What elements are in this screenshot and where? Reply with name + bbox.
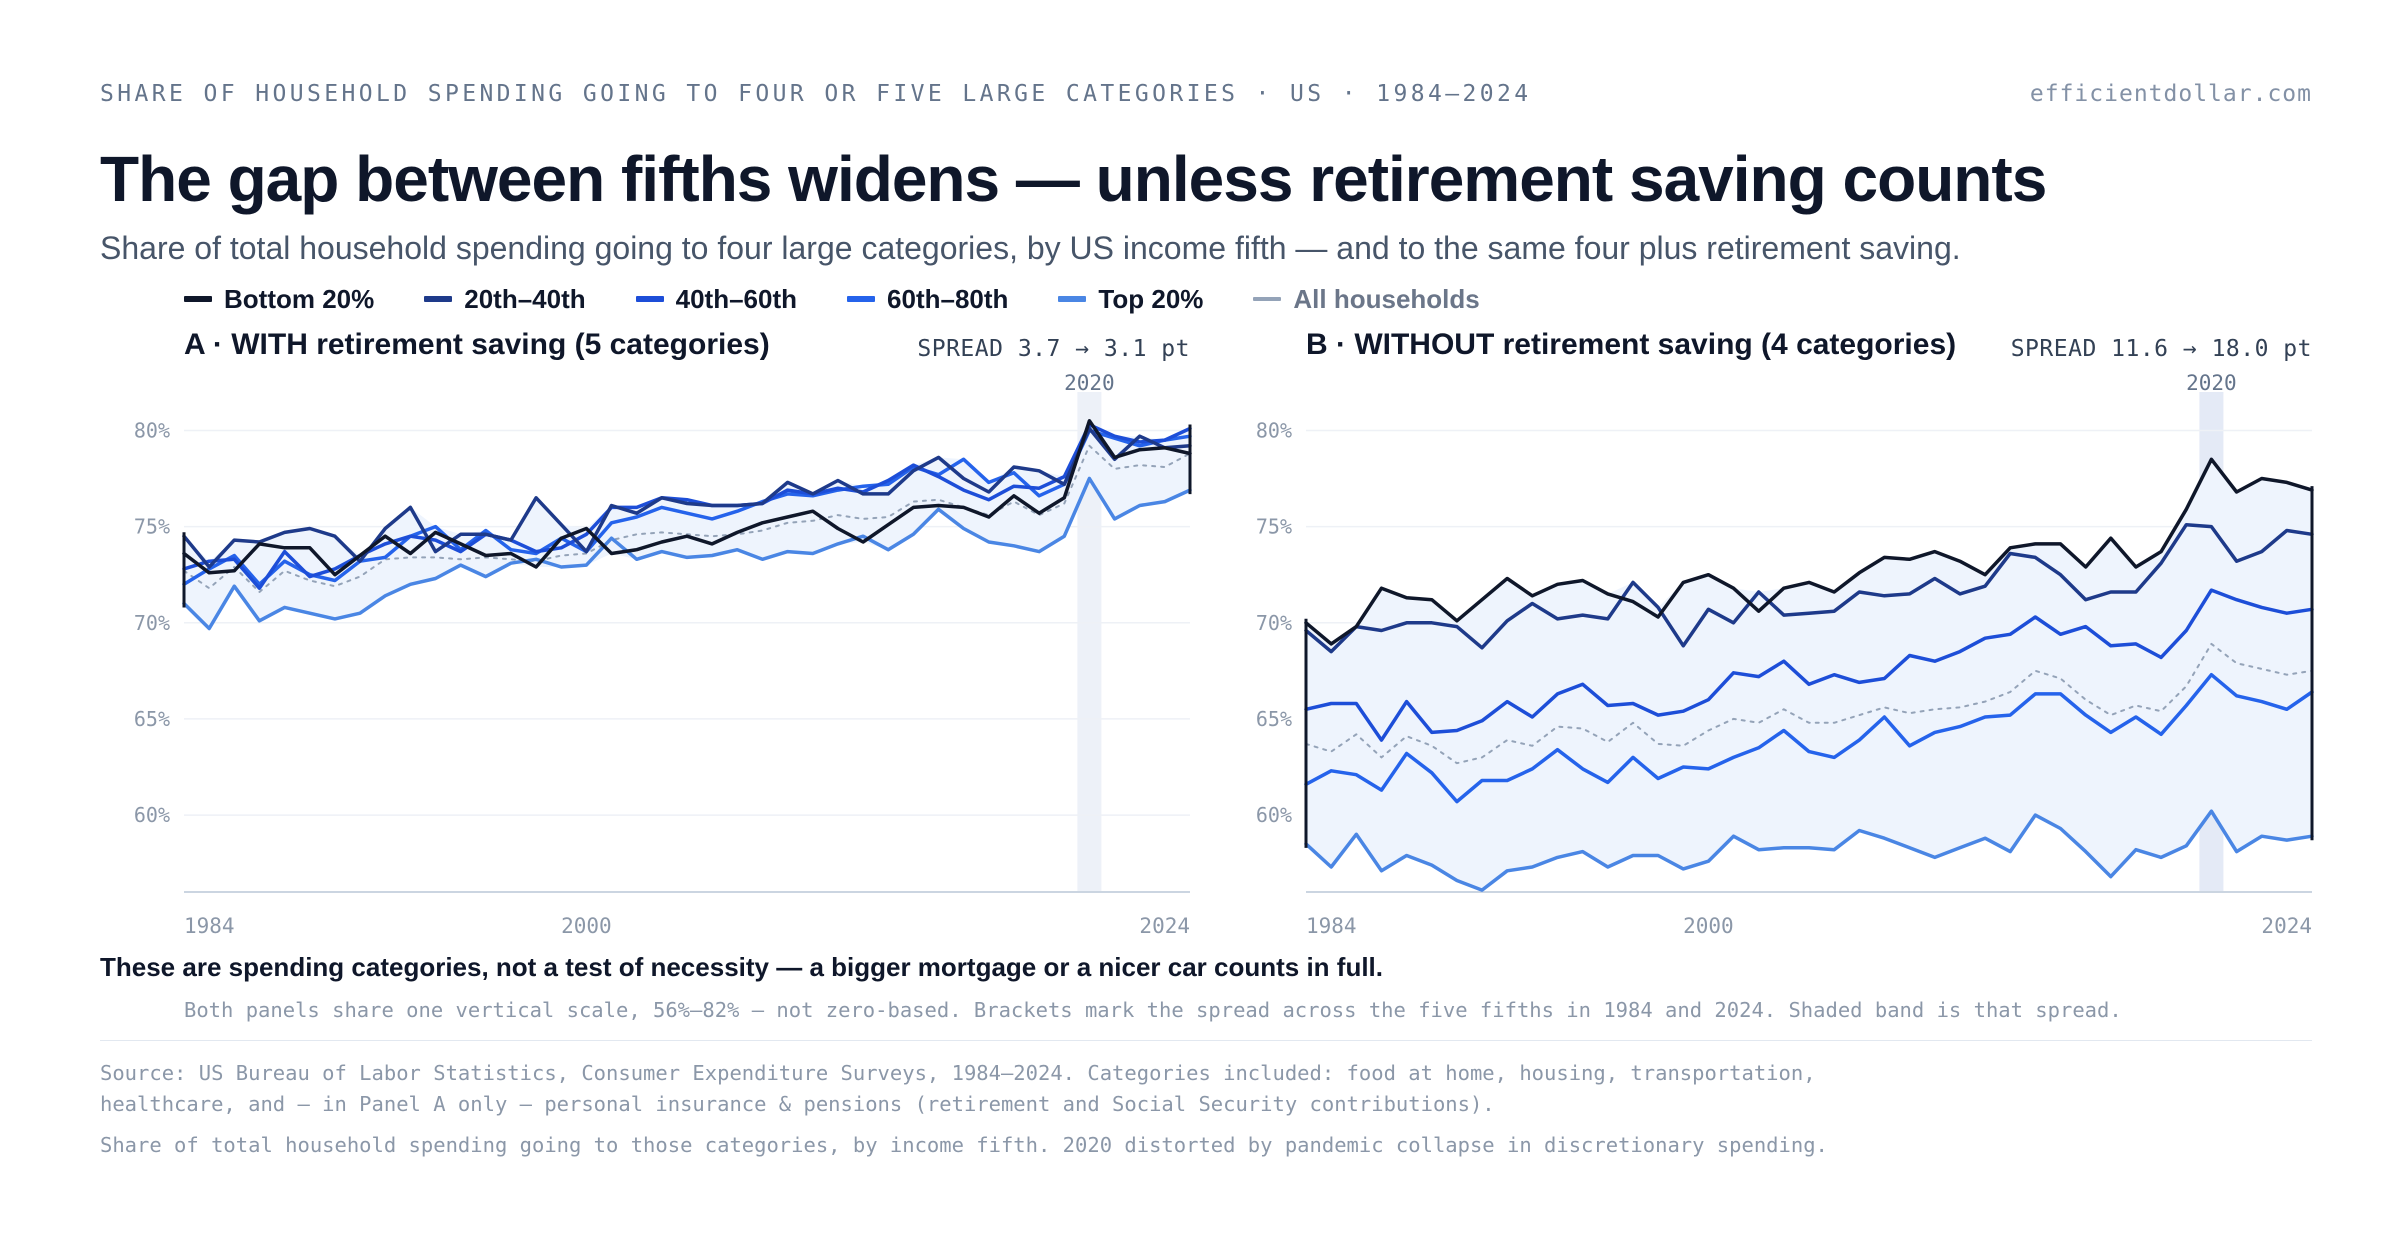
legend-swatch	[635, 296, 664, 302]
y-tick-label: 65%	[134, 707, 170, 731]
series-line-bottom-20	[1304, 457, 2314, 646]
note-bold: These are spending categories, not a tes…	[100, 952, 1384, 982]
legend-item-top-20[interactable]: Top 20%	[1058, 284, 1203, 315]
legend-item-bottom-20[interactable]: Bottom 20%	[184, 284, 374, 315]
page-subtitle: Share of total household spending going …	[100, 230, 1961, 266]
legend-item-40th-60th[interactable]: 40th–60th	[635, 283, 798, 315]
x-tick-label: 1984	[184, 914, 235, 938]
highlight-label: 2020	[2186, 371, 2237, 395]
y-tick-label: 70%	[134, 611, 170, 635]
y-tick-label: 70%	[1256, 611, 1292, 635]
brand-link[interactable]: efficientdollar.com	[2029, 81, 2312, 107]
legend: Bottom 20% 20th–40th 40th–60th 60th–80th…	[184, 281, 1530, 317]
series-line-60th-80th	[182, 428, 1192, 587]
panel-b-chart: 2020 60% 65% 70% 75% 80% 1984 2000 2024	[1256, 371, 2314, 938]
legend-label: 40th–60th	[675, 283, 798, 314]
panel-b-title: B · WITHOUT retirement saving (4 categor…	[1306, 328, 1957, 361]
legend-swatch	[424, 296, 453, 302]
y-tick-label: 60%	[1256, 803, 1292, 827]
legend-item-all-households[interactable]: All households	[1253, 283, 1480, 315]
source-line-2: healthcare, and — in Panel A only — pers…	[100, 1092, 1495, 1116]
legend-label: 60th–80th	[887, 283, 1009, 314]
panel-a-chart: 2020 60% 65% 70% 75% 80% 1984 2000 2024	[134, 371, 1192, 938]
spread-band	[1306, 459, 2312, 891]
legend-label: Bottom 20%	[224, 283, 375, 314]
legend-item-60th-80th[interactable]: 60th–80th	[847, 284, 1008, 315]
y-tick-label: 65%	[1256, 707, 1292, 731]
x-tick-label: 2000	[1683, 914, 1734, 938]
series-line-20th-40th	[182, 426, 1192, 569]
spread-band	[184, 420, 1190, 629]
legend-label: 20th–40th	[464, 283, 586, 314]
source-line-3: Share of total household spending going …	[100, 1133, 1828, 1157]
series-line-all-households	[1305, 642, 2313, 765]
series-line-top-20	[1304, 809, 2314, 892]
divider	[100, 1040, 2312, 1041]
x-tick-label: 2000	[561, 914, 612, 938]
legend-label: Top 20%	[1098, 283, 1204, 314]
x-tick-label: 2024	[2261, 914, 2312, 938]
panel-a-title: A · WITH retirement saving (5 categories…	[184, 328, 770, 361]
legend-swatch	[1058, 296, 1087, 302]
y-tick-label: 80%	[134, 418, 170, 442]
series-line-top-20	[182, 476, 1192, 631]
x-tick-label: 2024	[1139, 914, 1190, 938]
x-tick-label: 1984	[1306, 914, 1357, 938]
legend-swatch	[1253, 297, 1282, 301]
legend-swatch	[184, 296, 212, 302]
highlight-label: 2020	[1064, 371, 1115, 395]
page-title: The gap between fifths widens — unless r…	[100, 143, 2047, 215]
panel-a-spread: SPREAD 3.7 → 3.1 pt	[917, 336, 1190, 362]
series-line-60th-80th	[1304, 672, 2314, 804]
series-line-all-households	[183, 444, 1191, 593]
y-tick-label: 60%	[134, 803, 170, 827]
y-tick-label: 75%	[134, 515, 170, 539]
chart-kicker: SHARE OF HOUSEHOLD SPENDING GOING TO FOU…	[100, 81, 1532, 107]
y-tick-label: 75%	[1256, 515, 1292, 539]
note-sub: Both panels share one vertical scale, 56…	[184, 998, 2122, 1022]
panel-b-spread: SPREAD 11.6 → 18.0 pt	[2010, 336, 2312, 362]
legend-swatch	[847, 296, 876, 302]
y-tick-label: 80%	[1256, 418, 1292, 442]
source-line-1: Source: US Bureau of Labor Statistics, C…	[100, 1061, 1816, 1085]
series-line-40th-60th	[1304, 588, 2314, 742]
legend-label: All households	[1293, 283, 1480, 314]
series-line-bottom-20	[182, 419, 1192, 577]
series-line-20th-40th	[1304, 522, 2314, 654]
legend-item-20th-40th[interactable]: 20th–40th	[424, 283, 586, 315]
